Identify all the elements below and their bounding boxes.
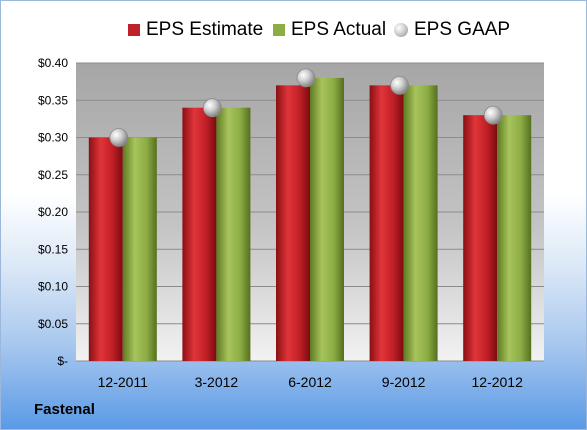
marker-eps-gaap <box>483 105 503 125</box>
legend-marker-gaap <box>394 23 408 37</box>
y-tick-label: $0.15 <box>38 242 68 256</box>
y-tick-label: $0.10 <box>38 280 68 294</box>
company-name: Fastenal <box>34 401 95 418</box>
legend-swatch-actual <box>273 24 285 36</box>
bar-eps-estimate <box>369 85 404 361</box>
marker-eps-gaap <box>390 75 410 95</box>
x-tick-label: 12-2011 <box>98 374 149 390</box>
bar-eps-actual <box>122 137 157 361</box>
bar-eps-actual <box>403 85 438 361</box>
y-tick-label: $0.25 <box>38 168 68 182</box>
legend-label-actual: EPS Actual <box>291 19 387 40</box>
y-axis-tick-labels: $- $0.05 $0.10 $0.15 $0.20 $0.25 $0.30 $0.35 $0.… <box>38 56 68 368</box>
legend-label-estimate: EPS Estimate <box>146 19 264 40</box>
legend-item-eps-estimate: EPS Estimate <box>128 15 263 45</box>
y-tick-label: $- <box>57 354 68 368</box>
legend-item-eps-gaap: EPS GAAP <box>394 15 510 45</box>
legend-item-eps-actual: EPS Actual <box>273 15 386 45</box>
marker-eps-gaap <box>296 68 316 88</box>
legend-swatch-estimate <box>128 24 140 36</box>
legend-label-gaap: EPS GAAP <box>414 19 511 40</box>
x-tick-label: 9-2012 <box>382 374 426 390</box>
y-tick-label: $0.20 <box>38 205 68 219</box>
chart-legend: EPS Estimate EPS Actual EPS GAAP <box>1 15 586 45</box>
marker-eps-gaap <box>202 98 222 118</box>
bars <box>88 77 532 362</box>
x-tick-label: 12-2012 <box>472 374 524 390</box>
bar-eps-estimate <box>182 107 217 361</box>
bar-eps-actual <box>310 77 344 362</box>
gaap-markers <box>109 68 503 147</box>
y-tick-label: $0.35 <box>38 93 68 107</box>
marker-eps-gaap <box>109 128 129 147</box>
bar-eps-estimate <box>276 85 310 361</box>
y-tick-label: $0.05 <box>38 317 68 331</box>
y-tick-label: $0.30 <box>38 131 68 145</box>
bar-eps-actual <box>497 115 532 362</box>
x-tick-label: 3-2012 <box>195 374 239 390</box>
x-tick-label: 6-2012 <box>288 374 332 390</box>
x-axis-tick-labels: 12-2011 3-2012 6-2012 9-2012 12-2012 <box>98 374 523 390</box>
bar-eps-estimate <box>88 137 123 361</box>
bar-eps-actual <box>216 107 251 361</box>
y-tick-label: $0.40 <box>38 56 68 70</box>
bar-eps-estimate <box>463 115 498 362</box>
